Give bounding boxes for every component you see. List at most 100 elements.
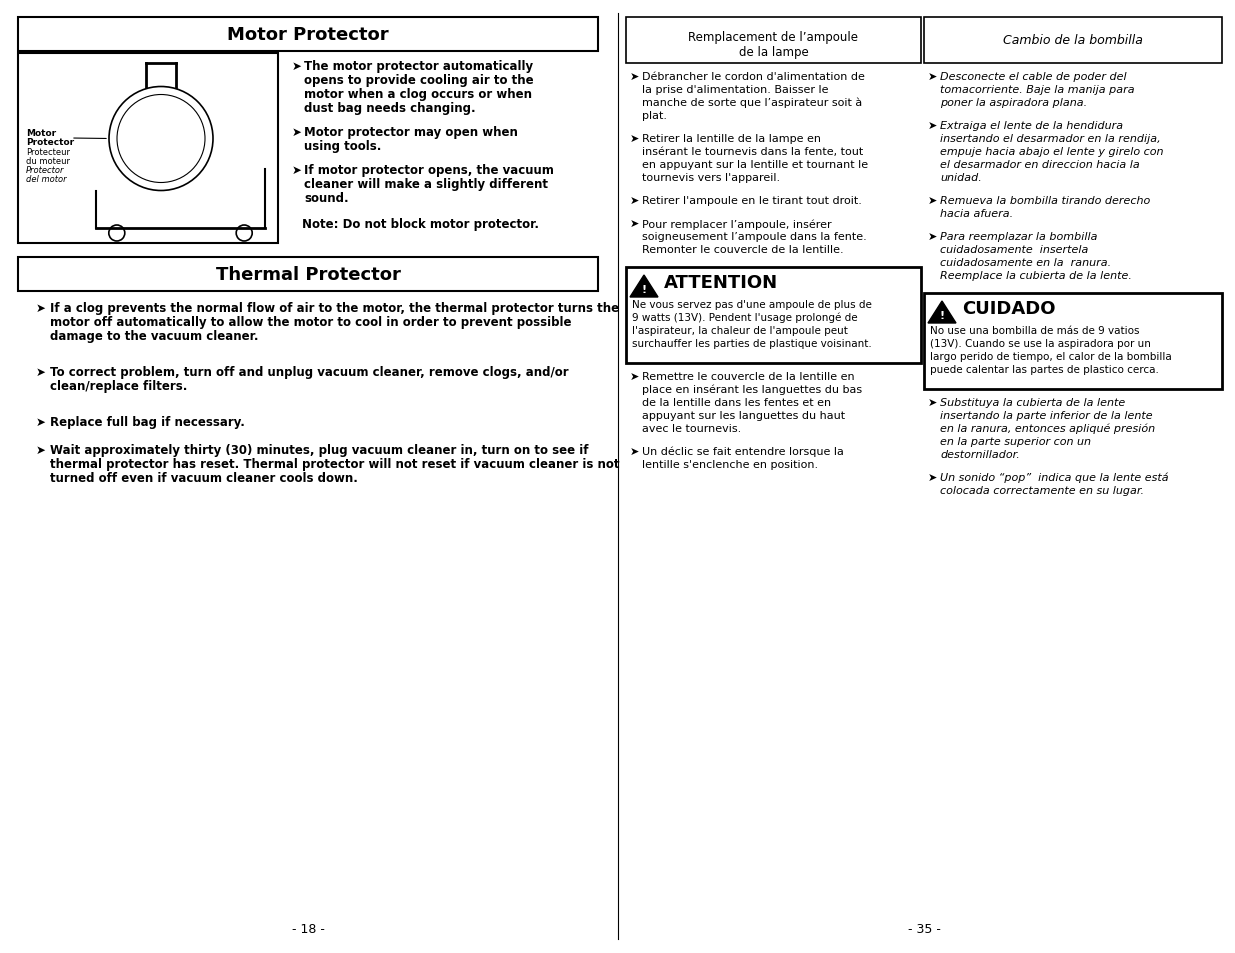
- Text: ATTENTION: ATTENTION: [664, 274, 778, 292]
- Text: Ne vous servez pas d'une ampoule de plus de: Ne vous servez pas d'une ampoule de plus…: [632, 299, 872, 310]
- Bar: [924, 294, 1221, 390]
- Text: Cambio de la bombilla: Cambio de la bombilla: [1003, 34, 1142, 48]
- Text: - 35 -: - 35 -: [908, 923, 940, 935]
- Text: cuidadosamente en la  ranura.: cuidadosamente en la ranura.: [940, 257, 1112, 268]
- Text: Remplacement de l’ampoule: Remplacement de l’ampoule: [688, 30, 858, 44]
- Text: l'aspirateur, la chaleur de l'ampoule peut: l'aspirateur, la chaleur de l'ampoule pe…: [632, 326, 848, 335]
- Text: Retirer la lentille de la lampe en: Retirer la lentille de la lampe en: [642, 133, 821, 144]
- Bar: [626, 18, 921, 64]
- Text: The motor protector automatically: The motor protector automatically: [304, 60, 534, 73]
- Text: empuje hacia abajo el lente y girelo con: empuje hacia abajo el lente y girelo con: [940, 147, 1163, 157]
- Text: colocada correctamente en su lugar.: colocada correctamente en su lugar.: [940, 485, 1144, 496]
- Text: Extraiga el lente de la hendidura: Extraiga el lente de la hendidura: [940, 121, 1123, 131]
- Text: Retirer l'ampoule en le tirant tout droit.: Retirer l'ampoule en le tirant tout droi…: [642, 195, 862, 206]
- Text: If motor protector opens, the vacuum: If motor protector opens, the vacuum: [304, 164, 553, 177]
- Text: ➤: ➤: [927, 397, 937, 408]
- Text: la prise d'alimentation. Baisser le: la prise d'alimentation. Baisser le: [642, 85, 829, 95]
- Text: ➤: ➤: [927, 121, 937, 131]
- Text: plat.: plat.: [642, 111, 667, 121]
- Text: ➤: ➤: [927, 195, 937, 206]
- Text: insertando la parte inferior de la lente: insertando la parte inferior de la lente: [940, 411, 1152, 420]
- Text: ➤: ➤: [630, 133, 640, 144]
- Text: (13V). Cuando se use la aspiradora por un: (13V). Cuando se use la aspiradora por u…: [930, 338, 1151, 349]
- Text: To correct problem, turn off and unplug vacuum cleaner, remove clogs, and/or: To correct problem, turn off and unplug …: [49, 366, 568, 378]
- Text: unidad.: unidad.: [940, 172, 982, 183]
- Polygon shape: [630, 275, 658, 297]
- Text: ➤: ➤: [927, 71, 937, 82]
- Bar: [924, 18, 1221, 64]
- Text: Protector: Protector: [26, 138, 74, 147]
- Text: 9 watts (13V). Pendent l'usage prolongé de: 9 watts (13V). Pendent l'usage prolongé …: [632, 313, 857, 323]
- Bar: [19, 54, 278, 244]
- Text: using tools.: using tools.: [304, 140, 382, 152]
- Text: el desarmador en direccion hacia la: el desarmador en direccion hacia la: [940, 160, 1140, 170]
- Text: No use una bombilla de más de 9 vatios: No use una bombilla de más de 9 vatios: [930, 326, 1140, 335]
- Text: lentille s'enclenche en position.: lentille s'enclenche en position.: [642, 459, 818, 470]
- Text: Wait approximately thirty (30) minutes, plug vacuum cleaner in, turn on to see i: Wait approximately thirty (30) minutes, …: [49, 443, 589, 456]
- Text: CUIDADO: CUIDADO: [962, 299, 1056, 317]
- Text: ➤: ➤: [630, 447, 640, 456]
- Text: insertando el desarmador en la rendija,: insertando el desarmador en la rendija,: [940, 133, 1161, 144]
- Text: thermal protector has reset. Thermal protector will not reset if vacuum cleaner : thermal protector has reset. Thermal pro…: [49, 457, 620, 471]
- Text: motor off automatically to allow the motor to cool in order to prevent possible: motor off automatically to allow the mot…: [49, 315, 572, 329]
- Text: largo perido de tiempo, el calor de la bombilla: largo perido de tiempo, el calor de la b…: [930, 352, 1172, 361]
- Text: ➤: ➤: [927, 473, 937, 482]
- Text: turned off even if vacuum cleaner cools down.: turned off even if vacuum cleaner cools …: [49, 472, 358, 484]
- Text: de la lentille dans les fentes et en: de la lentille dans les fentes et en: [642, 397, 831, 408]
- Text: Note: Do not block motor protector.: Note: Do not block motor protector.: [303, 218, 538, 231]
- Text: del motor: del motor: [26, 174, 67, 184]
- Text: insérant le tournevis dans la fente, tout: insérant le tournevis dans la fente, tou…: [642, 147, 863, 157]
- Text: en la ranura, entonces apliqué presión: en la ranura, entonces apliqué presión: [940, 423, 1155, 434]
- Text: surchauffer les parties de plastique voisinant.: surchauffer les parties de plastique voi…: [632, 338, 872, 349]
- Text: Thermal Protector: Thermal Protector: [216, 266, 400, 284]
- Text: ➤: ➤: [36, 302, 46, 314]
- Text: cleaner will make a slightly different: cleaner will make a slightly different: [304, 178, 548, 191]
- Text: motor when a clog occurs or when: motor when a clog occurs or when: [304, 88, 532, 101]
- Text: ➤: ➤: [630, 195, 640, 206]
- Text: Motor Protector: Motor Protector: [227, 26, 389, 44]
- Text: Desconecte el cable de poder del: Desconecte el cable de poder del: [940, 71, 1126, 82]
- Text: ➤: ➤: [630, 219, 640, 229]
- Text: ➤: ➤: [927, 232, 937, 242]
- Polygon shape: [927, 302, 956, 324]
- Text: If a clog prevents the normal flow of air to the motor, the thermal protector tu: If a clog prevents the normal flow of ai…: [49, 302, 619, 314]
- Text: poner la aspiradora plana.: poner la aspiradora plana.: [940, 98, 1087, 108]
- Text: en la parte superior con un: en la parte superior con un: [940, 436, 1091, 447]
- Text: soigneusement l’ampoule dans la fente.: soigneusement l’ampoule dans la fente.: [642, 232, 867, 242]
- Text: ➤: ➤: [291, 126, 301, 139]
- Text: Remettre le couvercle de la lentille en: Remettre le couvercle de la lentille en: [642, 372, 855, 381]
- Bar: [626, 268, 921, 364]
- Text: ➤: ➤: [291, 60, 301, 73]
- Text: ➤: ➤: [36, 366, 46, 378]
- Text: Reemplace la cubierta de la lente.: Reemplace la cubierta de la lente.: [940, 271, 1131, 281]
- Text: ➤: ➤: [36, 443, 46, 456]
- Text: ➤: ➤: [291, 164, 301, 177]
- Text: damage to the vacuum cleaner.: damage to the vacuum cleaner.: [49, 330, 258, 343]
- Text: tournevis vers l'appareil.: tournevis vers l'appareil.: [642, 172, 781, 183]
- Text: Replace full bag if necessary.: Replace full bag if necessary.: [49, 416, 245, 429]
- Text: Protecteur: Protecteur: [26, 148, 70, 157]
- Text: destornillador.: destornillador.: [940, 450, 1020, 459]
- Text: ➤: ➤: [630, 372, 640, 381]
- Text: sound.: sound.: [304, 192, 348, 205]
- Text: puede calentar las partes de plastico cerca.: puede calentar las partes de plastico ce…: [930, 365, 1158, 375]
- Text: Para reemplazar la bombilla: Para reemplazar la bombilla: [940, 232, 1098, 242]
- Text: en appuyant sur la lentille et tournant le: en appuyant sur la lentille et tournant …: [642, 160, 868, 170]
- Text: manche de sorte que l’aspirateur soit à: manche de sorte que l’aspirateur soit à: [642, 98, 862, 109]
- Text: tomacorriente. Baje la manija para: tomacorriente. Baje la manija para: [940, 85, 1135, 95]
- Text: Motor: Motor: [26, 129, 56, 138]
- Text: clean/replace filters.: clean/replace filters.: [49, 379, 188, 393]
- Bar: [19, 257, 598, 292]
- Text: Remueva la bombilla tirando derecho: Remueva la bombilla tirando derecho: [940, 195, 1150, 206]
- Text: hacia afuera.: hacia afuera.: [940, 209, 1013, 219]
- Bar: [19, 18, 598, 52]
- Text: Remonter le couvercle de la lentille.: Remonter le couvercle de la lentille.: [642, 245, 844, 254]
- Text: de la lampe: de la lampe: [739, 46, 809, 59]
- Text: !: !: [940, 311, 945, 321]
- Text: opens to provide cooling air to the: opens to provide cooling air to the: [304, 74, 534, 87]
- Text: Un déclic se fait entendre lorsque la: Un déclic se fait entendre lorsque la: [642, 447, 844, 457]
- Text: !: !: [641, 285, 647, 295]
- Text: Pour remplacer l’ampoule, insérer: Pour remplacer l’ampoule, insérer: [642, 219, 831, 230]
- Text: Substituya la cubierta de la lente: Substituya la cubierta de la lente: [940, 397, 1125, 408]
- Text: ➤: ➤: [36, 416, 46, 429]
